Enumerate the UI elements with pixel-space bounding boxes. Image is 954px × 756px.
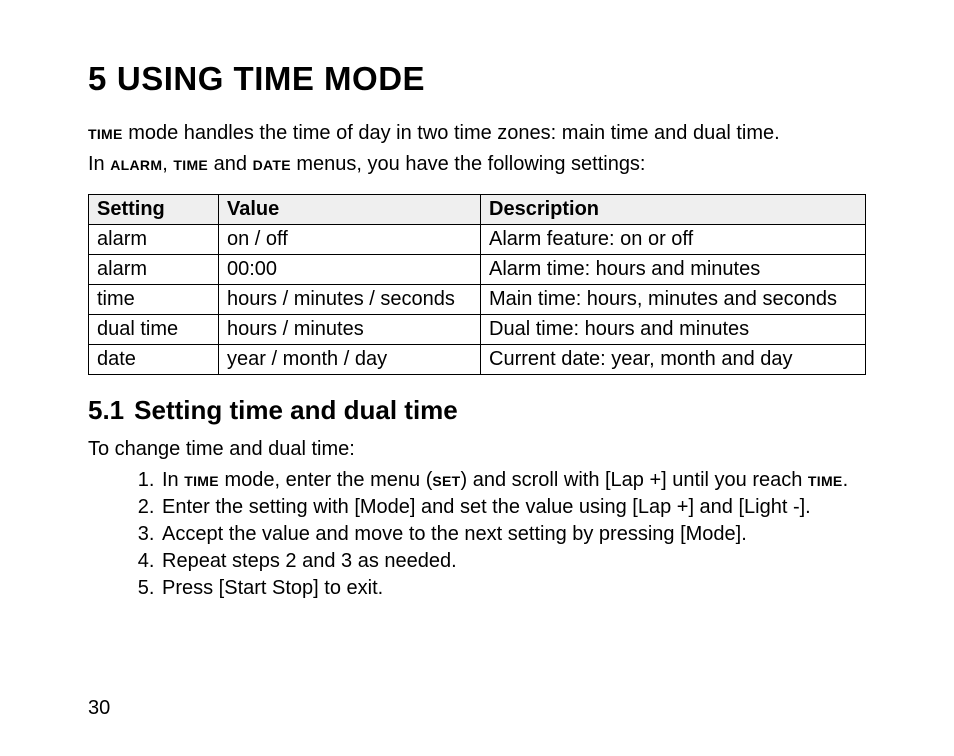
table-row: alarm 00:00 Alarm time: hours and minute… [89, 255, 866, 285]
step1-bold-set: set [432, 469, 460, 491]
steps-lead: To change time and dual time: [88, 438, 866, 461]
table-cell: Main time: hours, minutes and seconds [481, 285, 866, 315]
section-number: 5.1 [88, 395, 124, 425]
intro-p2-mid2: and [208, 153, 252, 175]
table-row: dual time hours / minutes Dual time: hou… [89, 315, 866, 345]
intro-bold-date: date [253, 153, 291, 175]
settings-table: Setting Value Description alarm on / off… [88, 194, 866, 375]
chapter-heading: 5 USING TIME MODE [88, 60, 866, 98]
table-cell: 00:00 [219, 255, 481, 285]
table-header-setting: Setting [89, 195, 219, 225]
intro-bold-time2: time [173, 153, 208, 175]
table-cell: on / off [219, 225, 481, 255]
table-cell: date [89, 345, 219, 375]
table-header-row: Setting Value Description [89, 195, 866, 225]
table-header-value: Value [219, 195, 481, 225]
step-3: Accept the value and move to the next se… [160, 521, 866, 548]
intro-p2-mid1: , [162, 153, 173, 175]
chapter-number: 5 [88, 60, 107, 97]
table-cell: dual time [89, 315, 219, 345]
table-cell: year / month / day [219, 345, 481, 375]
table-cell: Current date: year, month and day [481, 345, 866, 375]
table-cell: Dual time: hours and minutes [481, 315, 866, 345]
table-cell: alarm [89, 255, 219, 285]
intro-bold-alarm: alarm [110, 153, 162, 175]
step1-mid: mode, enter the menu ( [219, 469, 432, 491]
intro-paragraph-2: In alarm, time and date menus, you have … [88, 151, 866, 178]
section-heading: 5.1 Setting time and dual time [88, 395, 866, 426]
step1-mid2: ) and scroll with [Lap +] until you reac… [461, 469, 808, 491]
page-number: 30 [88, 697, 110, 720]
table-cell: time [89, 285, 219, 315]
step-1: In time mode, enter the menu (set) and s… [160, 467, 866, 494]
table-header-description: Description [481, 195, 866, 225]
table-cell: hours / minutes / seconds [219, 285, 481, 315]
step-2: Enter the setting with [Mode] and set th… [160, 494, 866, 521]
intro-paragraph-1: time mode handles the time of day in two… [88, 120, 866, 147]
section-title: Setting time and dual time [134, 395, 458, 425]
intro-p2-pre: In [88, 153, 110, 175]
step1-post: . [843, 469, 849, 491]
table-cell: Alarm time: hours and minutes [481, 255, 866, 285]
intro-p2-post: menus, you have the following settings: [291, 153, 646, 175]
steps-list: In time mode, enter the menu (set) and s… [88, 467, 866, 602]
chapter-title: USING TIME MODE [117, 60, 425, 97]
table-cell: Alarm feature: on or off [481, 225, 866, 255]
step-5: Press [Start Stop] to exit. [160, 575, 866, 602]
intro-bold-time: time [88, 122, 123, 144]
table-row: alarm on / off Alarm feature: on or off [89, 225, 866, 255]
table-cell: hours / minutes [219, 315, 481, 345]
step-4: Repeat steps 2 and 3 as needed. [160, 548, 866, 575]
intro-p1-rest: mode handles the time of day in two time… [123, 122, 780, 144]
step1-pre: In [162, 469, 184, 491]
step1-bold-time: time [184, 469, 219, 491]
table-row: date year / month / day Current date: ye… [89, 345, 866, 375]
table-cell: alarm [89, 225, 219, 255]
table-row: time hours / minutes / seconds Main time… [89, 285, 866, 315]
step1-bold-time2: time [808, 469, 843, 491]
